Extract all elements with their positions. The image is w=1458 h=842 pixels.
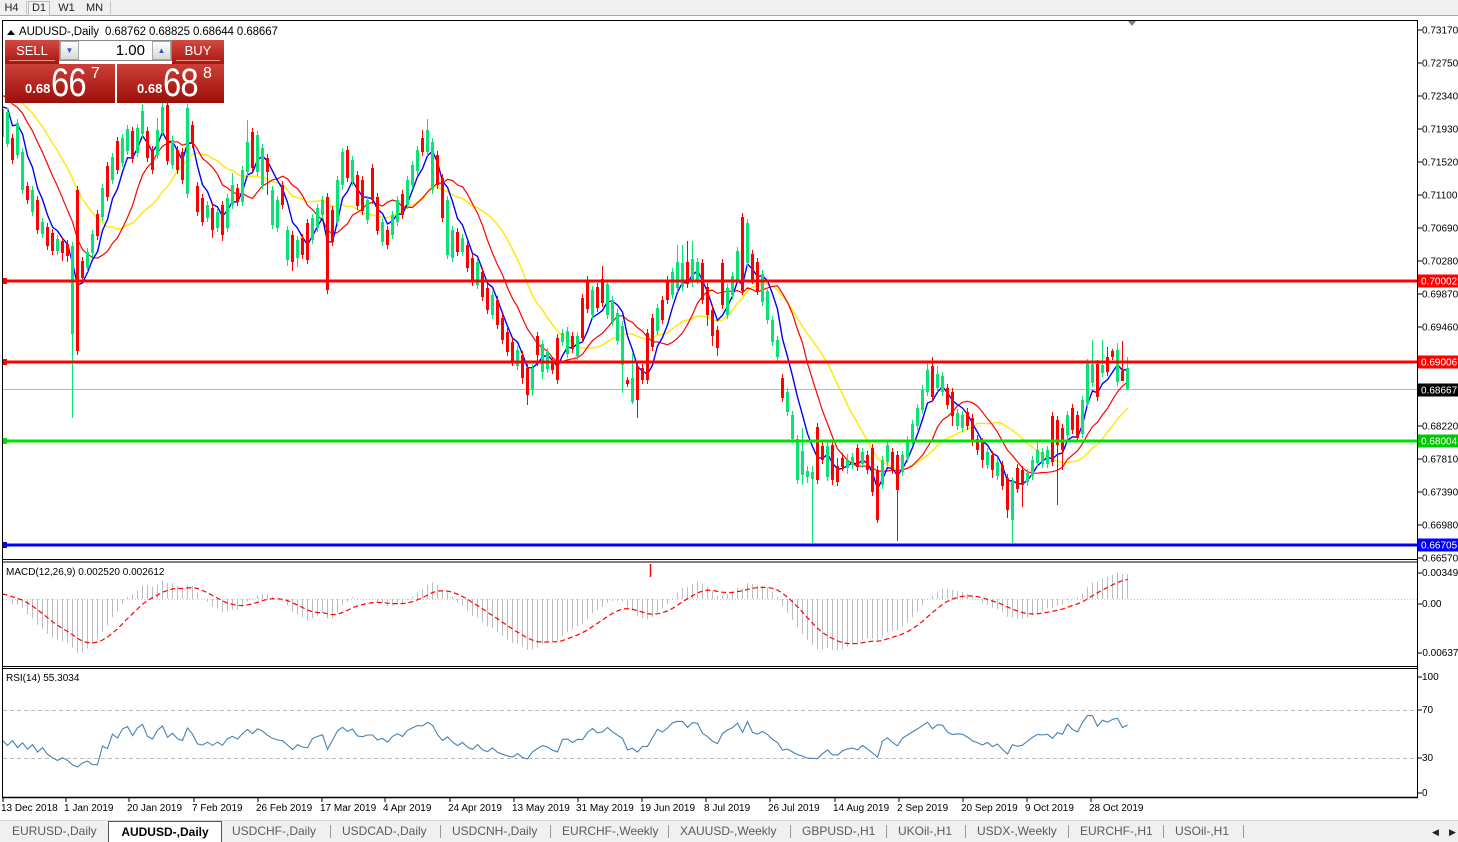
svg-text:0.71930: 0.71930 — [1422, 125, 1458, 136]
svg-text:31 May 2019: 31 May 2019 — [576, 803, 634, 814]
svg-text:13 Dec 2018: 13 Dec 2018 — [1, 803, 58, 814]
svg-text:14 Aug 2019: 14 Aug 2019 — [833, 803, 890, 814]
svg-text:-0.00637: -0.00637 — [1419, 648, 1458, 659]
svg-text:1 Jan 2019: 1 Jan 2019 — [64, 803, 114, 814]
svg-text:0.71100: 0.71100 — [1422, 191, 1458, 202]
svg-text:0.68004: 0.68004 — [1421, 437, 1458, 448]
svg-text:0.70690: 0.70690 — [1422, 224, 1458, 235]
svg-text:0.69870: 0.69870 — [1422, 290, 1458, 301]
svg-text:RSI(14) 55.3034: RSI(14) 55.3034 — [6, 673, 80, 684]
svg-text:100: 100 — [1422, 672, 1439, 683]
svg-text:70: 70 — [1422, 705, 1434, 716]
svg-text:26 Feb 2019: 26 Feb 2019 — [256, 803, 313, 814]
svg-text:0.69460: 0.69460 — [1422, 323, 1458, 334]
svg-text:17 Mar 2019: 17 Mar 2019 — [320, 803, 377, 814]
svg-text:7 Feb 2019: 7 Feb 2019 — [192, 803, 243, 814]
svg-text:0.69006: 0.69006 — [1421, 358, 1458, 369]
svg-text:0.67390: 0.67390 — [1422, 488, 1458, 499]
svg-text:8 Jul 2019: 8 Jul 2019 — [704, 803, 751, 814]
svg-text:20 Sep 2019: 20 Sep 2019 — [961, 803, 1018, 814]
svg-text:MACD(12,26,9) 0.002520 0.00261: MACD(12,26,9) 0.002520 0.002612 — [6, 567, 165, 578]
svg-text:0.66570: 0.66570 — [1422, 554, 1458, 565]
svg-text:20 Jan 2019: 20 Jan 2019 — [127, 803, 182, 814]
svg-text:0.72750: 0.72750 — [1422, 59, 1458, 70]
svg-text:0.68667: 0.68667 — [1421, 386, 1458, 397]
svg-text:30: 30 — [1422, 753, 1434, 764]
svg-text:24 Apr 2019: 24 Apr 2019 — [448, 803, 502, 814]
svg-text:0.71520: 0.71520 — [1422, 158, 1458, 169]
svg-text:0.66980: 0.66980 — [1422, 521, 1458, 532]
svg-text:19 Jun 2019: 19 Jun 2019 — [640, 803, 695, 814]
svg-text:0.00: 0.00 — [1422, 599, 1442, 610]
svg-text:0: 0 — [1422, 788, 1428, 799]
svg-text:0.00349: 0.00349 — [1422, 568, 1458, 579]
svg-text:13 May 2019: 13 May 2019 — [512, 803, 570, 814]
svg-text:2 Sep 2019: 2 Sep 2019 — [897, 803, 949, 814]
svg-text:0.68220: 0.68220 — [1422, 422, 1458, 433]
svg-text:4 Apr 2019: 4 Apr 2019 — [383, 803, 432, 814]
svg-text:0.73170: 0.73170 — [1422, 26, 1458, 37]
svg-text:9 Oct 2019: 9 Oct 2019 — [1025, 803, 1074, 814]
svg-text:26 Jul 2019: 26 Jul 2019 — [768, 803, 820, 814]
svg-text:0.66705: 0.66705 — [1421, 541, 1458, 552]
svg-text:0.70280: 0.70280 — [1422, 257, 1458, 268]
svg-text:28 Oct 2019: 28 Oct 2019 — [1089, 803, 1144, 814]
svg-text:0.67810: 0.67810 — [1422, 455, 1458, 466]
svg-text:0.72340: 0.72340 — [1422, 92, 1458, 103]
svg-text:0.70002: 0.70002 — [1421, 277, 1458, 288]
